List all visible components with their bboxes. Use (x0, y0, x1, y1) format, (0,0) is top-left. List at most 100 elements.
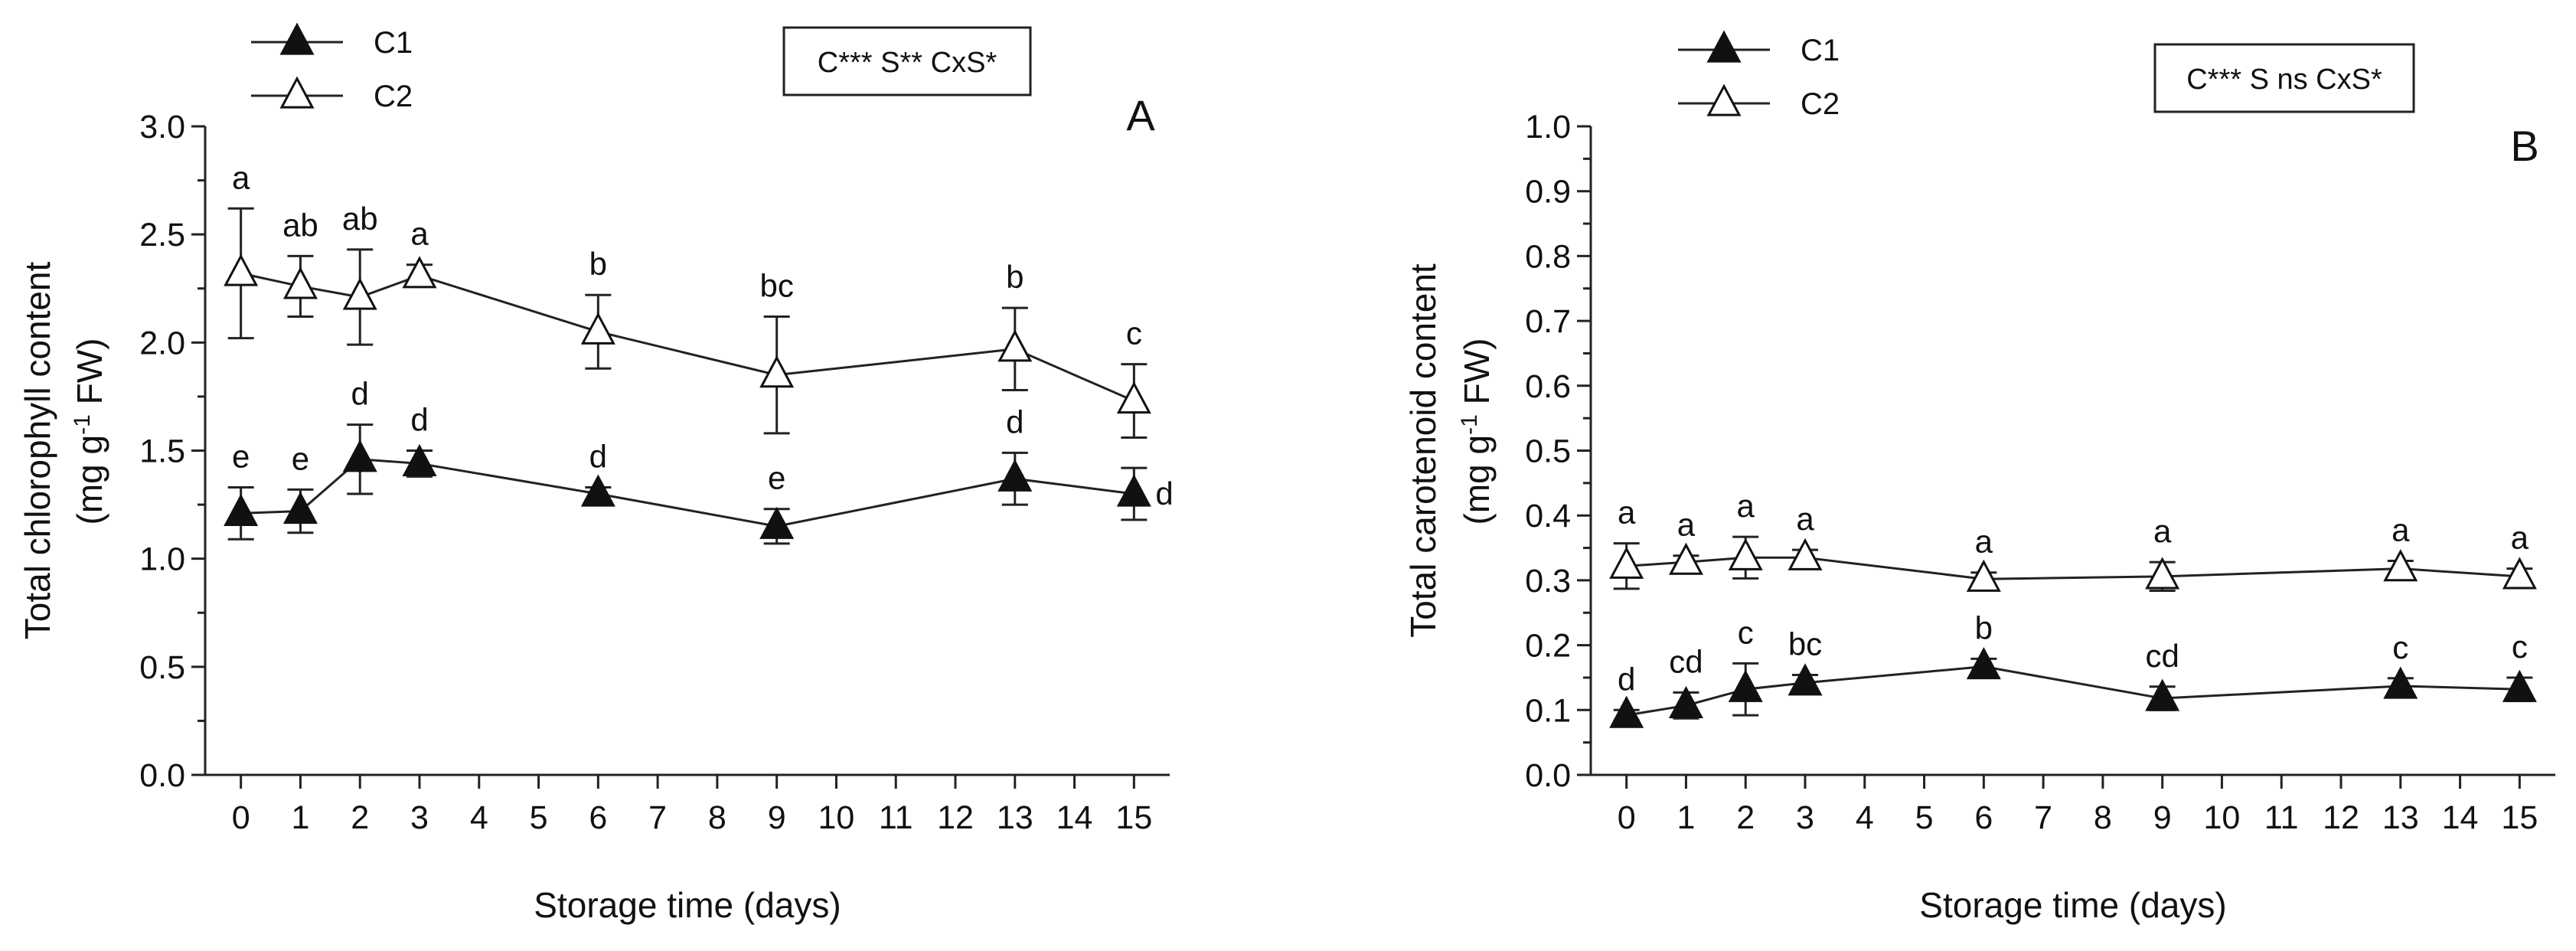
y-tick-label: 0.8 (1525, 238, 1571, 275)
x-tick-label: 1 (291, 799, 309, 836)
data-point (997, 329, 1033, 362)
series-c1: e e d d d e d d (224, 376, 1174, 545)
significance-letter: a (232, 159, 250, 195)
data-point (2502, 669, 2537, 702)
data-point (580, 312, 615, 345)
x-tick-label: 12 (937, 799, 974, 836)
stats-box-text: C*** S ns CxS* (2186, 64, 2382, 96)
legend-marker (1706, 30, 1742, 63)
x-tick-label: 8 (2094, 799, 2112, 836)
panel-b: 0.00.10.20.30.40.50.60.70.80.91.00 1 2 3 4 5 6… (1403, 30, 2555, 925)
data-point (282, 266, 318, 299)
significance-letter: d (589, 438, 607, 474)
data-point (997, 459, 1033, 492)
panel-label: A (1126, 91, 1155, 139)
significance-letter: bc (759, 267, 793, 303)
data-point (1609, 546, 1644, 579)
x-tick-label: 13 (997, 799, 1033, 836)
y-axis-unit-prefix: (mg g (70, 435, 109, 525)
data-point (2383, 666, 2418, 699)
y-axis-unit-suffix: FW) (70, 338, 109, 415)
legend-label: C2 (374, 80, 413, 113)
data-point (759, 355, 795, 388)
y-tick-label: 2.5 (139, 217, 185, 253)
significance-letter: c (1738, 614, 1754, 650)
significance-letter: c (1126, 315, 1142, 351)
x-tick-label: 14 (1056, 799, 1093, 836)
y-tick-label: 0.3 (1525, 563, 1571, 600)
y-axis-unit-prefix: (mg g (1457, 435, 1497, 525)
data-point (1788, 538, 1823, 570)
significance-letter: d (1006, 404, 1024, 440)
significance-letter: d (351, 376, 369, 412)
series-c1: d cdc bc bcd c c (1609, 609, 2537, 728)
data-point (224, 493, 259, 526)
series-line (240, 272, 1135, 402)
series-line (240, 458, 1135, 528)
data-point (1668, 685, 1703, 718)
significance-letter: a (1618, 495, 1636, 531)
x-tick-label: 4 (470, 799, 488, 836)
stats-box-text: C*** S** CxS* (818, 47, 997, 79)
data-point (1788, 663, 1823, 696)
x-tick-label: 10 (818, 799, 855, 836)
data-point (2145, 678, 2180, 711)
x-tick-label: 14 (2442, 799, 2479, 836)
y-tick-label: 0.9 (1525, 174, 1571, 211)
significance-letter: d (410, 402, 428, 438)
x-tick-label: 2 (351, 799, 369, 836)
x-tick-label: 11 (2264, 799, 2299, 836)
y-tick-label: 1.0 (139, 541, 185, 578)
x-axis-label: Storage time (days) (534, 885, 841, 925)
data-point (1609, 695, 1644, 728)
x-tick-label: 11 (879, 799, 913, 836)
data-point (282, 492, 318, 525)
legend-label: C1 (1801, 34, 1840, 67)
y-tick-label: 0.0 (139, 757, 185, 794)
legend-label: C2 (1801, 87, 1840, 121)
data-point (1728, 538, 1763, 570)
significance-letter: a (2153, 513, 2172, 549)
significance-letter: a (1677, 507, 1696, 543)
data-point (1668, 542, 1703, 575)
y-tick-label: 0.0 (1525, 757, 1571, 794)
legend-marker (279, 76, 315, 109)
x-tick-label: 10 (2204, 799, 2241, 836)
y-axis-unit-superscript: -1 (1457, 414, 1482, 435)
legend-marker (1706, 83, 1742, 116)
x-tick-label: 12 (2323, 799, 2359, 836)
data-point (759, 506, 795, 539)
data-point (2502, 557, 2537, 590)
significance-letter: c (2512, 629, 2528, 665)
significance-letter: a (2392, 511, 2410, 547)
legend-marker (279, 22, 315, 55)
significance-letter: cd (2145, 638, 2179, 674)
data-point (402, 443, 437, 477)
x-tick-label: 7 (648, 799, 667, 836)
x-tick-label: 9 (2153, 799, 2172, 836)
significance-letter: a (1975, 524, 1993, 560)
significance-letter: d (1618, 661, 1635, 697)
x-tick-label: 3 (410, 799, 429, 836)
y-tick-label: 0.5 (1525, 433, 1571, 470)
y-axis-label: Total carotenoid content (1403, 263, 1443, 638)
x-tick-label: 0 (1618, 799, 1636, 836)
data-point (224, 253, 259, 286)
significance-letter: d (1155, 476, 1173, 511)
significance-letter: b (589, 246, 607, 282)
x-tick-label: 5 (530, 799, 548, 836)
data-point (1728, 669, 1763, 702)
significance-letter: c (2392, 629, 2408, 665)
y-tick-label: 0.5 (139, 649, 185, 686)
y-axis-unit: (mg g-1 FW) (1457, 338, 1497, 525)
significance-letter: b (1006, 259, 1024, 295)
x-tick-label: 15 (1115, 799, 1152, 836)
x-tick-label: 6 (589, 799, 607, 836)
stats-box (2153, 43, 2415, 113)
significance-letter: e (232, 438, 250, 474)
x-tick-label: 15 (2501, 799, 2538, 836)
data-point (2145, 557, 2180, 590)
y-tick-label: 1.5 (139, 433, 185, 470)
